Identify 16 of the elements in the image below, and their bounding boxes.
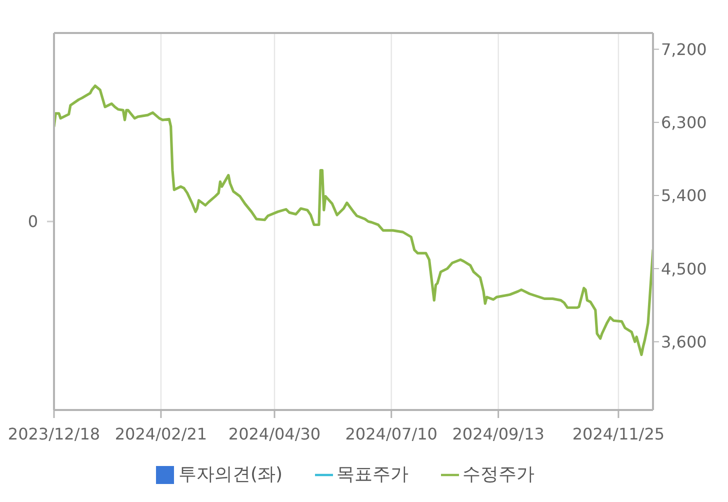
legend-label: 수정주가 (462, 464, 535, 485)
legend-label: 목표주가 (336, 464, 409, 485)
x-tick-label: 2024/04/30 (228, 424, 321, 444)
y2-tick-label: 5,400 (661, 186, 707, 206)
x-tick-label: 2023/12/18 (8, 424, 100, 444)
y2-tick-label: 7,200 (661, 40, 707, 59)
legend-label: 투자의견(좌) (178, 464, 283, 485)
x-tick-label: 2024/02/21 (114, 424, 208, 444)
x-tick-label: 2024/09/13 (452, 424, 544, 444)
line-series (54, 84, 653, 356)
text: 0 (28, 212, 38, 231)
y2-tick-label: 3,600 (661, 332, 707, 352)
y2-tick-label: 6,300 (661, 113, 707, 132)
x-tick-label: 2024/07/10 (345, 424, 438, 444)
y2-tick-label: 4,500 (661, 259, 707, 278)
x-tick-label: 2024/11/25 (572, 424, 665, 444)
